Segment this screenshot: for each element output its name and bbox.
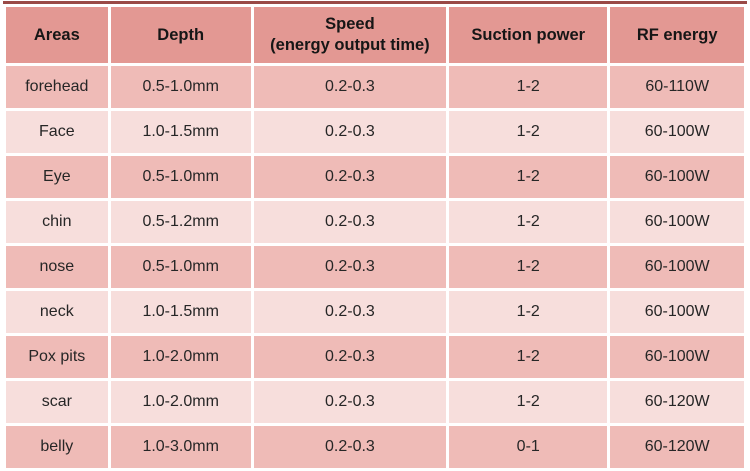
- depth-cell: 0.5-1.0mm: [110, 246, 251, 288]
- rf-energy-cell: 60-110W: [610, 66, 744, 108]
- rf-energy-cell: 60-100W: [610, 111, 744, 153]
- depth-cell: 0.5-1.0mm: [110, 66, 251, 108]
- col-header-label: Suction power: [471, 25, 586, 44]
- table-row: chin 0.5-1.2mm 0.2-0.3 1-2 60-100W: [6, 201, 744, 243]
- suction-power-cell: 1-2: [449, 66, 608, 108]
- col-header-label: Speed: [325, 15, 375, 34]
- table-row: scar 1.0-2.0mm 0.2-0.3 1-2 60-120W: [6, 381, 744, 423]
- area-cell: nose: [6, 246, 108, 288]
- table-body: forehead 0.5-1.0mm 0.2-0.3 1-2 60-110W Face 1.…: [6, 66, 744, 468]
- col-header-label: Areas: [33, 25, 80, 44]
- speed-cell: 0.2-0.3: [253, 336, 447, 378]
- depth-cell: 1.0-1.5mm: [110, 291, 251, 333]
- depth-cell: 1.0-3.0mm: [110, 426, 251, 468]
- rf-energy-cell: 60-100W: [610, 336, 744, 378]
- table-row: Eye 0.5-1.0mm 0.2-0.3 1-2 60-100W: [6, 156, 744, 198]
- depth-cell: 1.0-2.0mm: [110, 336, 251, 378]
- area-cell: neck: [6, 291, 108, 333]
- table-row: Face 1.0-1.5mm 0.2-0.3 1-2 60-100W: [6, 111, 744, 153]
- speed-cell: 0.2-0.3: [253, 381, 447, 423]
- rf-energy-cell: 60-120W: [610, 381, 744, 423]
- area-cell: chin: [6, 201, 108, 243]
- rf-energy-cell: 60-120W: [610, 426, 744, 468]
- table-row: belly 1.0-3.0mm 0.2-0.3 0-1 60-120W: [6, 426, 744, 468]
- suction-power-cell: 1-2: [449, 111, 608, 153]
- speed-cell: 0.2-0.3: [253, 111, 447, 153]
- rf-energy-cell: 60-100W: [610, 291, 744, 333]
- speed-cell: 0.2-0.3: [253, 246, 447, 288]
- table-row: Pox pits 1.0-2.0mm 0.2-0.3 1-2 60-100W: [6, 336, 744, 378]
- suction-power-cell: 0-1: [449, 426, 608, 468]
- suction-power-cell: 1-2: [449, 201, 608, 243]
- suction-power-cell: 1-2: [449, 291, 608, 333]
- col-header-suction-power: Suction power: [449, 7, 608, 63]
- area-cell: Eye: [6, 156, 108, 198]
- speed-cell: 0.2-0.3: [253, 291, 447, 333]
- area-cell: Pox pits: [6, 336, 108, 378]
- col-header-areas: Areas: [6, 7, 108, 63]
- col-header-label: RF energy: [636, 25, 718, 44]
- speed-cell: 0.2-0.3: [253, 156, 447, 198]
- depth-cell: 1.0-1.5mm: [110, 111, 251, 153]
- area-cell: belly: [6, 426, 108, 468]
- suction-power-cell: 1-2: [449, 156, 608, 198]
- depth-cell: 0.5-1.2mm: [110, 201, 251, 243]
- table-row: nose 0.5-1.0mm 0.2-0.3 1-2 60-100W: [6, 246, 744, 288]
- area-cell: Face: [6, 111, 108, 153]
- table-frame: Areas Depth Speed (energy output time) S…: [3, 1, 747, 471]
- table-row: neck 1.0-1.5mm 0.2-0.3 1-2 60-100W: [6, 291, 744, 333]
- area-cell: forehead: [6, 66, 108, 108]
- speed-cell: 0.2-0.3: [253, 66, 447, 108]
- col-header-sublabel: (energy output time): [270, 36, 430, 54]
- treatment-parameters-panel: Areas Depth Speed (energy output time) S…: [3, 1, 747, 471]
- suction-power-cell: 1-2: [449, 381, 608, 423]
- treatment-parameters-table: Areas Depth Speed (energy output time) S…: [3, 4, 747, 471]
- col-header-speed: Speed (energy output time): [253, 7, 447, 63]
- table-row: forehead 0.5-1.0mm 0.2-0.3 1-2 60-110W: [6, 66, 744, 108]
- col-header-rf-energy: RF energy: [610, 7, 744, 63]
- rf-energy-cell: 60-100W: [610, 201, 744, 243]
- rf-energy-cell: 60-100W: [610, 246, 744, 288]
- suction-power-cell: 1-2: [449, 246, 608, 288]
- col-header-depth: Depth: [110, 7, 251, 63]
- area-cell: scar: [6, 381, 108, 423]
- depth-cell: 1.0-2.0mm: [110, 381, 251, 423]
- speed-cell: 0.2-0.3: [253, 201, 447, 243]
- depth-cell: 0.5-1.0mm: [110, 156, 251, 198]
- suction-power-cell: 1-2: [449, 336, 608, 378]
- col-header-label: Depth: [157, 25, 205, 44]
- rf-energy-cell: 60-100W: [610, 156, 744, 198]
- speed-cell: 0.2-0.3: [253, 426, 447, 468]
- header-row: Areas Depth Speed (energy output time) S…: [6, 7, 744, 63]
